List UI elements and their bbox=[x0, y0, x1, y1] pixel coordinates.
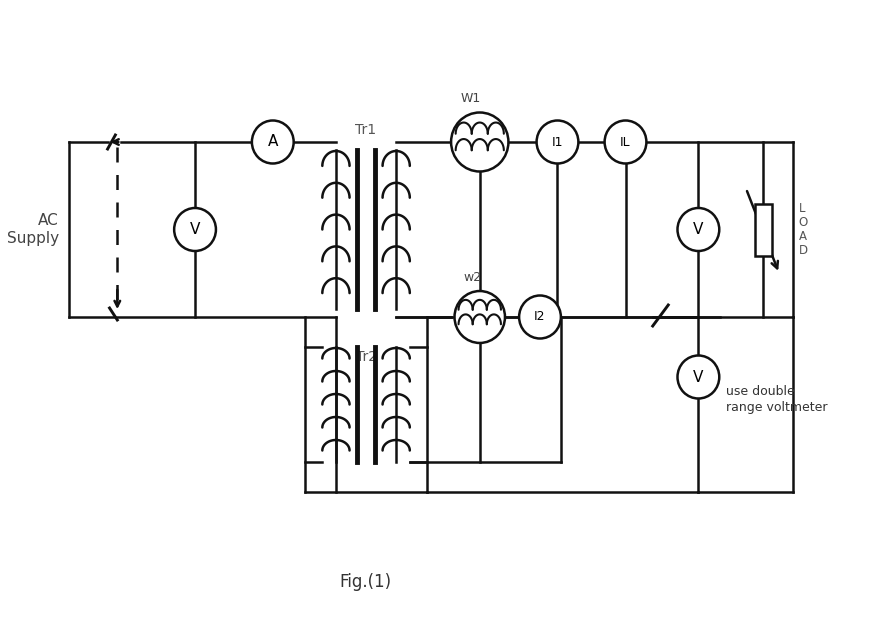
Bar bbox=[755, 204, 773, 256]
Text: Tr1: Tr1 bbox=[356, 123, 377, 137]
Circle shape bbox=[519, 295, 561, 338]
Text: use double
range voltmeter: use double range voltmeter bbox=[726, 385, 827, 414]
Circle shape bbox=[677, 208, 720, 251]
Text: V: V bbox=[693, 370, 704, 385]
Circle shape bbox=[451, 112, 509, 171]
Circle shape bbox=[605, 121, 646, 164]
Text: IL: IL bbox=[620, 135, 630, 148]
Text: Tr2: Tr2 bbox=[356, 350, 376, 364]
Text: Fig.(1): Fig.(1) bbox=[339, 573, 391, 591]
Circle shape bbox=[174, 208, 216, 251]
Circle shape bbox=[455, 291, 505, 343]
Text: w2: w2 bbox=[463, 271, 481, 284]
Circle shape bbox=[677, 356, 720, 399]
Text: L
O
A
D: L O A D bbox=[798, 202, 808, 257]
Text: V: V bbox=[190, 222, 200, 237]
Text: AC
Supply: AC Supply bbox=[7, 213, 59, 247]
Text: I1: I1 bbox=[552, 135, 563, 148]
Circle shape bbox=[252, 121, 294, 164]
Text: A: A bbox=[268, 135, 278, 150]
Circle shape bbox=[537, 121, 578, 164]
Text: W1: W1 bbox=[461, 92, 481, 105]
Text: V: V bbox=[693, 222, 704, 237]
Text: I2: I2 bbox=[534, 311, 546, 324]
